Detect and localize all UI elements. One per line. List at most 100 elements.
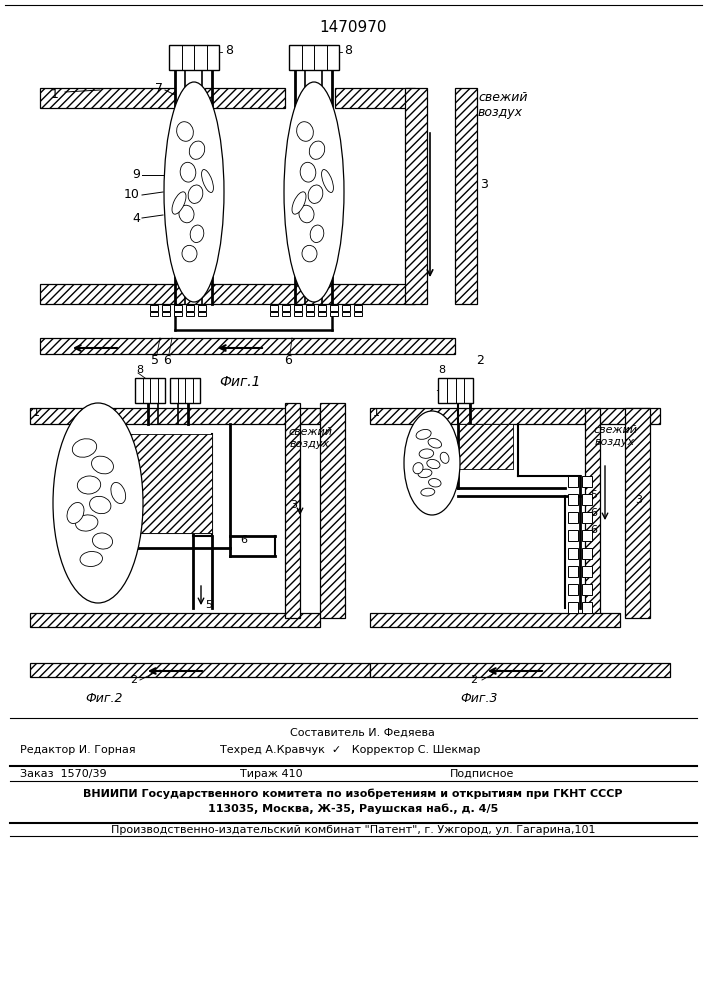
Ellipse shape — [72, 439, 97, 457]
Ellipse shape — [77, 476, 100, 494]
Bar — [568, 476, 578, 487]
Bar — [370, 663, 670, 677]
Text: 2: 2 — [130, 675, 137, 685]
Bar — [174, 312, 182, 316]
Bar — [582, 476, 592, 487]
Ellipse shape — [182, 245, 197, 262]
Bar — [585, 408, 600, 618]
Text: 1: 1 — [373, 408, 380, 418]
Bar — [289, 45, 339, 70]
Bar — [455, 88, 477, 304]
Ellipse shape — [419, 449, 433, 458]
Text: 6: 6 — [590, 508, 597, 518]
Text: 1: 1 — [33, 408, 40, 418]
Text: 6: 6 — [240, 535, 247, 545]
Ellipse shape — [299, 205, 314, 223]
Text: Техред А.Кравчук  ✓   Корректор С. Шекмар: Техред А.Кравчук ✓ Корректор С. Шекмар — [220, 745, 480, 755]
Bar — [342, 312, 350, 316]
Bar — [270, 312, 278, 316]
Bar — [568, 602, 578, 613]
Bar — [135, 378, 165, 403]
Ellipse shape — [90, 496, 111, 514]
Bar — [330, 312, 338, 316]
Bar — [582, 602, 592, 613]
Bar — [30, 613, 320, 627]
Ellipse shape — [428, 438, 442, 448]
Bar — [320, 403, 345, 618]
Ellipse shape — [172, 192, 186, 214]
Ellipse shape — [180, 162, 196, 182]
Ellipse shape — [164, 82, 224, 302]
Ellipse shape — [413, 463, 423, 474]
Ellipse shape — [421, 488, 435, 496]
Text: 10: 10 — [124, 188, 140, 202]
Ellipse shape — [292, 192, 306, 214]
Bar — [150, 305, 158, 311]
Bar — [405, 88, 427, 304]
Ellipse shape — [404, 411, 460, 515]
Bar — [169, 45, 219, 70]
Bar — [370, 613, 620, 627]
Ellipse shape — [111, 482, 126, 504]
Ellipse shape — [177, 122, 194, 141]
Text: 2: 2 — [470, 675, 477, 685]
Bar — [370, 408, 660, 424]
Bar — [306, 312, 314, 316]
Bar — [568, 530, 578, 541]
Ellipse shape — [76, 515, 98, 531]
Text: 10: 10 — [425, 475, 439, 485]
Ellipse shape — [309, 141, 325, 159]
Bar — [170, 378, 200, 403]
Ellipse shape — [53, 403, 143, 603]
Text: 4: 4 — [68, 525, 75, 535]
Ellipse shape — [93, 533, 112, 549]
Text: 6: 6 — [284, 354, 292, 366]
Bar — [354, 305, 362, 311]
Bar — [282, 312, 290, 316]
Text: Редактор И. Горная: Редактор И. Горная — [20, 745, 136, 755]
Text: 3: 3 — [480, 178, 488, 192]
Ellipse shape — [427, 459, 440, 469]
Bar — [294, 312, 302, 316]
Ellipse shape — [67, 502, 84, 524]
Bar — [40, 284, 415, 304]
Text: 4: 4 — [405, 442, 412, 452]
Bar — [318, 312, 326, 316]
Bar — [306, 305, 314, 311]
Ellipse shape — [80, 551, 103, 567]
Ellipse shape — [416, 429, 431, 439]
Bar — [582, 512, 592, 523]
Ellipse shape — [201, 170, 214, 192]
Text: Фиг.1: Фиг.1 — [219, 375, 261, 389]
Text: 10: 10 — [75, 485, 89, 495]
Bar — [40, 338, 455, 354]
Ellipse shape — [179, 205, 194, 223]
Text: Заказ  1570/39: Заказ 1570/39 — [20, 769, 107, 779]
Bar — [285, 403, 300, 618]
Ellipse shape — [297, 122, 313, 141]
Bar — [330, 305, 338, 311]
Bar — [150, 312, 158, 316]
Bar — [40, 88, 175, 108]
Bar — [282, 305, 290, 311]
Text: 9: 9 — [412, 462, 419, 472]
Text: Составитель И. Федяева: Составитель И. Федяева — [290, 728, 435, 738]
Text: 8: 8 — [136, 365, 143, 375]
Bar — [438, 378, 473, 403]
Bar — [582, 584, 592, 595]
Text: 2: 2 — [476, 354, 484, 366]
Text: Производственно-издательский комбинат "Патент", г. Ужгород, ул. Гагарина,101: Производственно-издательский комбинат "П… — [111, 825, 595, 835]
Bar — [625, 408, 650, 618]
Bar — [162, 312, 170, 316]
Text: 1470970: 1470970 — [320, 20, 387, 35]
Text: свежий
воздух: свежий воздух — [288, 427, 332, 449]
Text: 7: 7 — [435, 390, 442, 400]
Bar — [294, 305, 302, 311]
Text: Фиг.3: Фиг.3 — [460, 692, 498, 704]
Text: 9: 9 — [132, 168, 140, 182]
Text: 8: 8 — [344, 43, 352, 56]
Text: свежий
воздух: свежий воздух — [478, 91, 527, 119]
Text: 3: 3 — [290, 500, 297, 510]
Text: 7: 7 — [155, 82, 163, 95]
Text: 3: 3 — [635, 495, 642, 505]
